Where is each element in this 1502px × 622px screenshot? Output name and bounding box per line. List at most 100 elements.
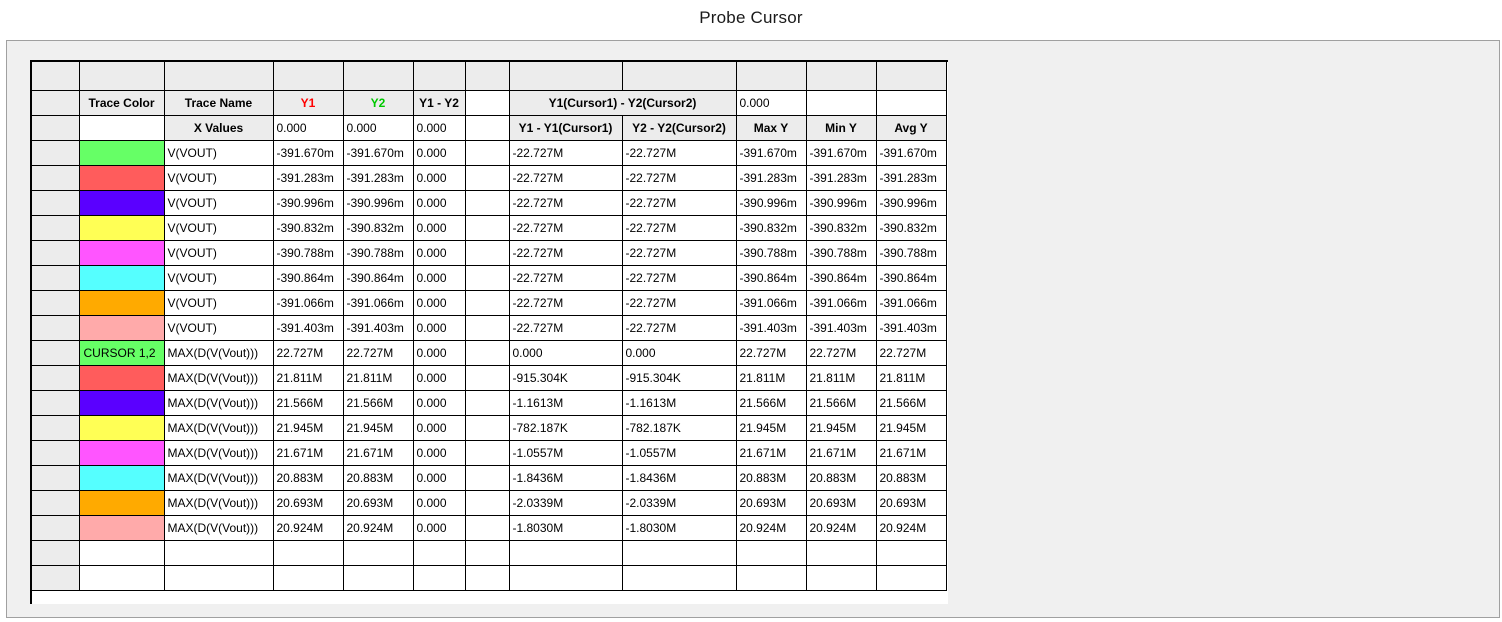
y1-cursor1-cell[interactable]: -1.8436M — [509, 465, 623, 491]
row-header-cell[interactable] — [32, 62, 80, 91]
trace-color-cell[interactable] — [79, 440, 165, 466]
grid-cell[interactable] — [509, 540, 623, 566]
y1-minus-y2-cell[interactable]: 0.000 — [413, 390, 466, 416]
grid-cell[interactable] — [465, 515, 510, 541]
min-y-cell[interactable]: 20.883M — [806, 465, 877, 491]
trace-name-cell[interactable]: V(VOUT) — [164, 215, 274, 241]
y1-cursor1-cell[interactable]: 0.000 — [509, 340, 623, 366]
max-y-cell[interactable]: 22.727M — [736, 340, 807, 366]
trace-color-cell[interactable] — [79, 265, 165, 291]
y2-cursor2-cell[interactable]: -1.1613M — [622, 390, 737, 416]
avg-y-cell[interactable]: 20.883M — [876, 465, 947, 491]
trace-color-cell[interactable] — [79, 215, 165, 241]
trace-name-cell[interactable]: MAX(D(V(Vout))) — [164, 390, 274, 416]
grid-cell[interactable] — [273, 565, 344, 591]
max-y-cell[interactable]: -391.670m — [736, 140, 807, 166]
trace-name-header[interactable]: Trace Name — [164, 90, 274, 116]
x-value-y1[interactable]: 0.000 — [273, 115, 344, 141]
y1-cursor1-cell[interactable]: -782.187K — [509, 415, 623, 441]
y2-cell[interactable]: -391.066m — [343, 290, 414, 316]
min-y-cell[interactable]: 22.727M — [806, 340, 877, 366]
min-y-cell[interactable]: -390.832m — [806, 215, 877, 241]
max-y-cell[interactable]: -390.832m — [736, 215, 807, 241]
min-y-cell[interactable]: 21.671M — [806, 440, 877, 466]
row-header-cell[interactable] — [32, 565, 80, 591]
y1-cell[interactable]: -391.283m — [273, 165, 344, 191]
y1-cursor1-cell[interactable]: -915.304K — [509, 365, 623, 391]
max-y-cell[interactable]: 21.566M — [736, 390, 807, 416]
grid-cell[interactable] — [343, 565, 414, 591]
y1-cell[interactable]: -390.788m — [273, 240, 344, 266]
trace-color-cell[interactable] — [79, 190, 165, 216]
trace-color-cell[interactable] — [79, 490, 165, 516]
y2-cursor2-header[interactable]: Y2 - Y2(Cursor2) — [622, 115, 737, 141]
avg-y-cell[interactable]: -391.066m — [876, 290, 947, 316]
cursor-difference-value[interactable]: 0.000 — [736, 90, 807, 116]
max-y-cell[interactable]: -391.403m — [736, 315, 807, 341]
y1-cell[interactable]: 21.671M — [273, 440, 344, 466]
row-header-cell[interactable] — [32, 440, 80, 466]
y1-minus-y2-cell[interactable]: 0.000 — [413, 290, 466, 316]
y2-cell[interactable]: 22.727M — [343, 340, 414, 366]
trace-color-cell[interactable] — [79, 140, 165, 166]
y1-cell[interactable]: 21.811M — [273, 365, 344, 391]
min-y-header[interactable]: Min Y — [806, 115, 877, 141]
grid-cell[interactable] — [465, 140, 510, 166]
y1-minus-y2-cell[interactable]: 0.000 — [413, 265, 466, 291]
y2-cursor2-cell[interactable]: -22.727M — [622, 290, 737, 316]
y1-minus-y2-cell[interactable]: 0.000 — [413, 515, 466, 541]
trace-color-cell[interactable] — [79, 165, 165, 191]
min-y-cell[interactable]: -391.066m — [806, 290, 877, 316]
grid-cell[interactable] — [465, 340, 510, 366]
probe-cursor-grid[interactable]: Trace Color Trace Name Y1 Y2 Y1 - Y2 Y1(… — [30, 60, 948, 604]
grid-cell[interactable] — [876, 90, 947, 116]
y1-header[interactable]: Y1 — [273, 90, 344, 116]
y1-cursor1-cell[interactable]: -22.727M — [509, 215, 623, 241]
y1-cursor1-cell[interactable]: -1.1613M — [509, 390, 623, 416]
y1-minus-y2-cell[interactable]: 0.000 — [413, 240, 466, 266]
avg-y-cell[interactable]: 20.924M — [876, 515, 947, 541]
avg-y-cell[interactable]: -391.403m — [876, 315, 947, 341]
y1-cell[interactable]: -391.066m — [273, 290, 344, 316]
y1-minus-y2-cell[interactable]: 0.000 — [413, 190, 466, 216]
y1-cell[interactable]: -390.864m — [273, 265, 344, 291]
y2-cursor2-cell[interactable]: -22.727M — [622, 215, 737, 241]
grid-cell[interactable] — [806, 565, 877, 591]
y1-cursor1-cell[interactable]: -1.8030M — [509, 515, 623, 541]
y2-cell[interactable]: -391.670m — [343, 140, 414, 166]
y1-cursor1-header[interactable]: Y1 - Y1(Cursor1) — [509, 115, 623, 141]
trace-name-cell[interactable]: V(VOUT) — [164, 240, 274, 266]
y2-cursor2-cell[interactable]: -22.727M — [622, 240, 737, 266]
y2-cell[interactable]: -391.283m — [343, 165, 414, 191]
row-header-cell[interactable] — [32, 465, 80, 491]
avg-y-cell[interactable]: 21.671M — [876, 440, 947, 466]
trace-color-cell[interactable] — [79, 240, 165, 266]
min-y-cell[interactable]: -390.788m — [806, 240, 877, 266]
grid-cell[interactable] — [509, 62, 623, 91]
row-header-cell[interactable] — [32, 390, 80, 416]
y2-cursor2-cell[interactable]: -22.727M — [622, 315, 737, 341]
y1-cell[interactable]: -391.403m — [273, 315, 344, 341]
grid-cell[interactable] — [465, 240, 510, 266]
max-y-cell[interactable]: -390.996m — [736, 190, 807, 216]
avg-y-cell[interactable]: -390.788m — [876, 240, 947, 266]
grid-cell[interactable] — [343, 540, 414, 566]
y1-cell[interactable]: -391.670m — [273, 140, 344, 166]
min-y-cell[interactable]: 21.811M — [806, 365, 877, 391]
avg-y-header[interactable]: Avg Y — [876, 115, 947, 141]
y1-cell[interactable]: 20.924M — [273, 515, 344, 541]
grid-cell[interactable] — [622, 62, 737, 91]
max-y-cell[interactable]: -390.864m — [736, 265, 807, 291]
row-header-cell[interactable] — [32, 165, 80, 191]
row-header-cell[interactable] — [32, 140, 80, 166]
trace-name-cell[interactable]: MAX(D(V(Vout))) — [164, 515, 274, 541]
row-header-cell[interactable] — [32, 215, 80, 241]
max-y-cell[interactable]: 20.883M — [736, 465, 807, 491]
avg-y-cell[interactable]: 21.566M — [876, 390, 947, 416]
trace-color-header[interactable]: Trace Color — [79, 90, 165, 116]
y2-cursor2-cell[interactable]: -1.0557M — [622, 440, 737, 466]
grid-cell[interactable] — [465, 490, 510, 516]
grid-cell[interactable] — [876, 62, 947, 91]
grid-cell[interactable] — [465, 115, 510, 141]
cursor-difference-label[interactable]: Y1(Cursor1) - Y2(Cursor2) — [509, 90, 737, 116]
